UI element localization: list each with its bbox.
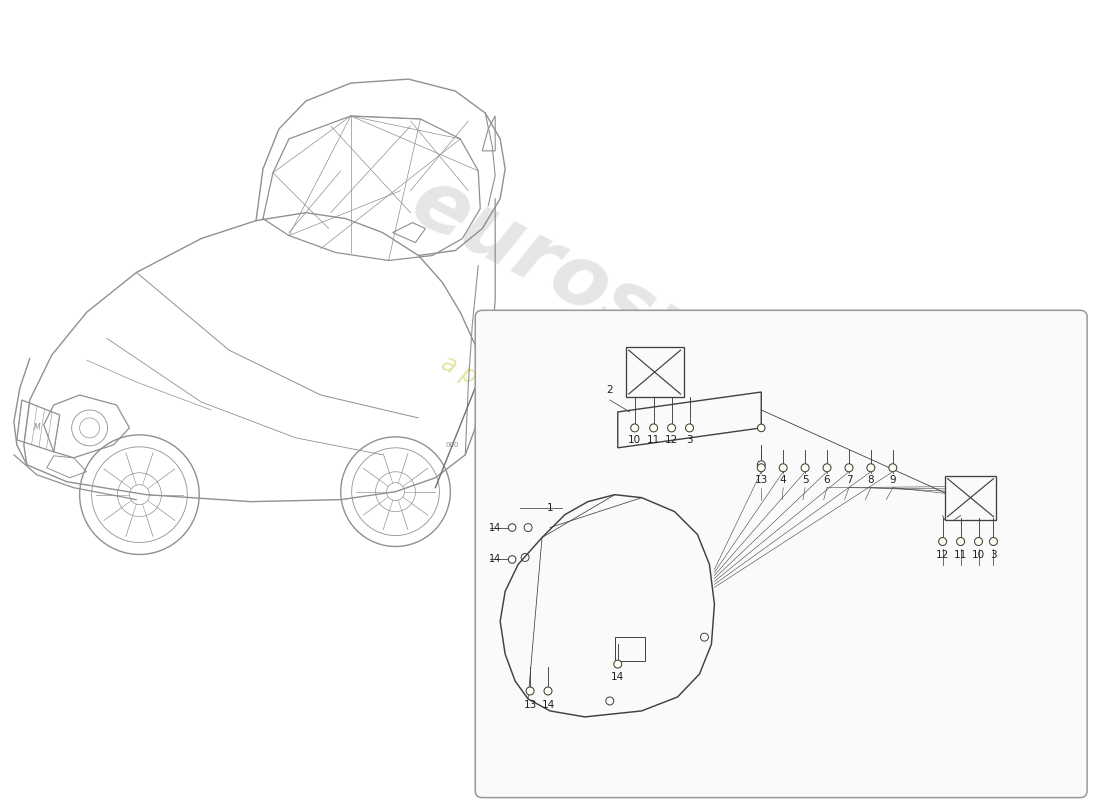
Circle shape [990, 538, 998, 546]
FancyBboxPatch shape [475, 310, 1087, 798]
Text: 12: 12 [666, 435, 679, 445]
Circle shape [526, 687, 535, 695]
Text: 13: 13 [524, 700, 537, 710]
Text: 12: 12 [936, 550, 949, 561]
Text: 5: 5 [802, 474, 808, 485]
Text: 14: 14 [490, 554, 502, 565]
Text: 7: 7 [846, 474, 852, 485]
Circle shape [823, 464, 830, 472]
Circle shape [938, 538, 947, 546]
Circle shape [801, 464, 810, 472]
Circle shape [508, 524, 516, 531]
Text: 000: 000 [446, 442, 459, 448]
Circle shape [650, 424, 658, 432]
Text: 3: 3 [686, 435, 693, 445]
Text: 13: 13 [755, 474, 768, 485]
Circle shape [758, 424, 766, 432]
Text: 1: 1 [547, 502, 553, 513]
Text: 3: 3 [990, 550, 997, 561]
Text: 10: 10 [628, 435, 641, 445]
Text: a passion for parts since 1985: a passion for parts since 1985 [437, 350, 763, 539]
Circle shape [630, 424, 639, 432]
Circle shape [508, 556, 516, 563]
Circle shape [668, 424, 675, 432]
Circle shape [867, 464, 875, 472]
Circle shape [544, 687, 552, 695]
Text: 11: 11 [954, 550, 967, 561]
Text: 14: 14 [612, 672, 625, 682]
Circle shape [845, 464, 853, 472]
Circle shape [685, 424, 693, 432]
Text: 6: 6 [824, 474, 830, 485]
Circle shape [975, 538, 982, 546]
Circle shape [779, 464, 788, 472]
Circle shape [757, 464, 766, 472]
Text: 10: 10 [972, 550, 986, 561]
Circle shape [889, 464, 896, 472]
Text: 14: 14 [490, 522, 502, 533]
Circle shape [614, 660, 622, 668]
Text: 14: 14 [541, 700, 554, 710]
Text: M: M [33, 423, 40, 433]
Text: 9: 9 [890, 474, 896, 485]
Text: eurospares: eurospares [398, 161, 901, 480]
Circle shape [957, 538, 965, 546]
Text: 11: 11 [647, 435, 660, 445]
Text: 2: 2 [606, 385, 613, 395]
Text: 4: 4 [780, 474, 786, 485]
Text: 8: 8 [868, 474, 875, 485]
Circle shape [757, 461, 766, 469]
